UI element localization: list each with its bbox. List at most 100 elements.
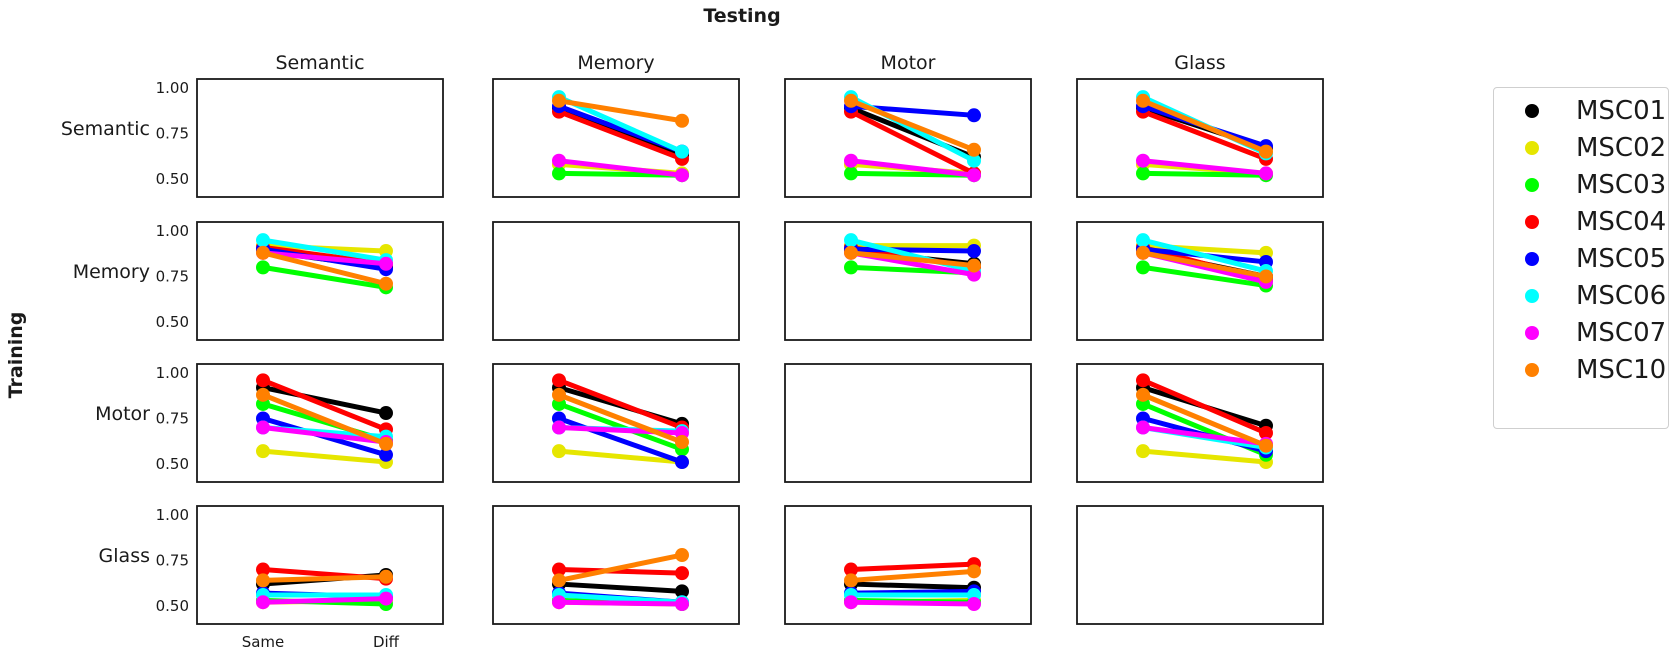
- series-line-msc10: [260, 392, 389, 447]
- point-diff-msc05: [675, 455, 689, 470]
- panel-motor-to-memory: [492, 363, 740, 483]
- point-diff-msc06: [675, 144, 689, 159]
- legend-label: MSC02: [1576, 133, 1667, 163]
- point-same-msc10: [844, 93, 858, 108]
- point-same-msc04: [256, 373, 270, 388]
- legend-label: MSC10: [1576, 355, 1667, 385]
- legend-marker: [1525, 178, 1539, 192]
- series-line-msc10: [260, 250, 389, 287]
- point-same-msc10: [1136, 93, 1150, 108]
- y-tick-label: 0.75: [156, 409, 189, 427]
- panel-memory-to-glass: [1076, 221, 1324, 341]
- column-title-semantic: Semantic: [275, 52, 364, 74]
- legend-entry-msc10: MSC10: [1494, 352, 1668, 389]
- legend-label: MSC07: [1576, 318, 1667, 348]
- series-line-msc07: [848, 599, 977, 607]
- legend-entry-msc01: MSC01: [1494, 93, 1668, 130]
- panel-glass-to-semantic: [196, 505, 444, 625]
- point-diff-msc05: [967, 108, 981, 123]
- panel-semantic-to-semantic: [196, 78, 444, 198]
- point-same-msc10: [844, 573, 858, 588]
- point-same-msc07: [256, 595, 270, 610]
- panel-motor-to-motor: [784, 363, 1032, 483]
- panel-frame: [196, 78, 444, 198]
- series-line-msc06: [1140, 237, 1269, 274]
- point-diff-msc07: [675, 597, 689, 612]
- legend-marker: [1525, 363, 1539, 377]
- panel-motor-to-semantic: [196, 363, 444, 483]
- point-same-msc06: [844, 233, 858, 248]
- series-line-msc07: [556, 599, 685, 607]
- point-same-msc10: [1136, 245, 1150, 260]
- series-line-msc06: [260, 237, 389, 263]
- legend-marker: [1525, 326, 1539, 340]
- point-diff-msc10: [379, 569, 393, 584]
- series-line-msc10: [1140, 392, 1269, 449]
- point-diff-msc10: [1259, 144, 1273, 159]
- series-line-msc05: [848, 246, 977, 254]
- series-line-msc01: [848, 581, 977, 591]
- series-line-msc03: [1140, 170, 1269, 178]
- x-tick-label: Same: [242, 633, 285, 651]
- y-tick-label: 0.50: [156, 597, 189, 615]
- series-line-msc01: [556, 581, 685, 594]
- legend-entry-msc03: MSC03: [1494, 167, 1668, 204]
- point-diff-msc01: [379, 406, 393, 421]
- point-diff-msc10: [379, 436, 393, 451]
- row-title-motor: Motor: [95, 403, 150, 425]
- panel-memory-to-memory: [492, 221, 740, 341]
- point-diff-msc05: [379, 447, 393, 462]
- point-diff-msc10: [967, 142, 981, 157]
- point-diff-msc10: [967, 564, 981, 579]
- legend-entry-msc05: MSC05: [1494, 241, 1668, 278]
- point-same-msc04: [1136, 373, 1150, 388]
- point-same-msc10: [552, 387, 566, 402]
- panel-frame: [196, 505, 444, 625]
- panel-frame: [784, 78, 1032, 198]
- point-same-msc02: [552, 444, 566, 459]
- point-same-msc07: [844, 595, 858, 610]
- series-line-msc10: [1140, 98, 1269, 155]
- point-diff-msc07: [967, 168, 981, 183]
- point-same-msc07: [552, 153, 566, 168]
- series-line-msc07: [260, 425, 389, 445]
- point-diff-msc10: [675, 113, 689, 128]
- series-line-msc10: [848, 250, 977, 269]
- panel-memory-to-semantic: [196, 221, 444, 341]
- y-tick-label: 1.00: [156, 364, 189, 382]
- series-line-msc04: [556, 109, 685, 162]
- point-diff-msc04: [1259, 425, 1273, 440]
- point-same-msc10: [256, 245, 270, 260]
- point-same-msc07: [1136, 420, 1150, 435]
- point-same-msc02: [256, 444, 270, 459]
- point-same-msc04: [256, 562, 270, 577]
- point-same-msc07: [256, 420, 270, 435]
- point-diff-msc05: [967, 244, 981, 259]
- series-line-msc02: [556, 448, 685, 465]
- point-same-msc10: [552, 93, 566, 108]
- panel-frame: [784, 505, 1032, 625]
- point-same-msc02: [1136, 444, 1150, 459]
- series-line-msc02: [260, 448, 389, 465]
- legend-entry-msc02: MSC02: [1494, 130, 1668, 167]
- point-same-msc07: [552, 595, 566, 610]
- panel-motor-to-glass: [1076, 363, 1324, 483]
- point-diff-msc10: [967, 258, 981, 273]
- point-same-msc03: [844, 166, 858, 181]
- point-same-msc10: [256, 387, 270, 402]
- legend-marker: [1525, 289, 1539, 303]
- panel-glass-to-glass: [1076, 505, 1324, 625]
- legend-marker: [1525, 141, 1539, 155]
- panels-grid: Semantic Memory Motor Glass Semantic 0.50 0.75…: [61, 52, 1324, 651]
- series-line-msc04: [1140, 109, 1269, 162]
- point-diff-msc07: [675, 168, 689, 183]
- panel-frame: [784, 221, 1032, 341]
- row-title-glass: Glass: [99, 545, 150, 567]
- panel-frame: [196, 363, 444, 483]
- series-line-msc03: [260, 264, 389, 290]
- panel-semantic-to-glass: [1076, 78, 1324, 198]
- point-diff-msc06: [967, 153, 981, 168]
- point-same-msc07: [552, 420, 566, 435]
- series-line-msc01: [260, 385, 389, 416]
- point-same-msc03: [1136, 166, 1150, 181]
